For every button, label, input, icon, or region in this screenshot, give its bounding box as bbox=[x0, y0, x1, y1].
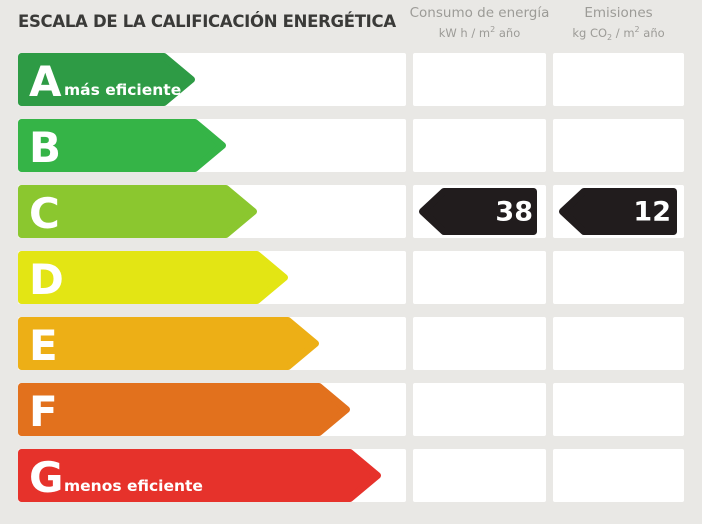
rating-letter: D bbox=[29, 255, 64, 304]
emisiones-column-label: Emisiones bbox=[584, 5, 653, 21]
rating-label: menos eficiente bbox=[64, 477, 203, 495]
rating-letter: B bbox=[29, 123, 62, 172]
rating-arrow-g bbox=[18, 449, 381, 502]
rating-letter: E bbox=[29, 321, 58, 370]
rating-row-b: B bbox=[0, 119, 702, 172]
consumo-value-box bbox=[413, 119, 546, 172]
rating-label: más eficiente bbox=[64, 81, 182, 99]
emisiones-value: 12 bbox=[633, 196, 671, 227]
consumo-column-unit: kW h / m2 año bbox=[438, 25, 521, 40]
emisiones-value-box bbox=[553, 317, 684, 370]
emisiones-value-arrow bbox=[559, 188, 677, 235]
rating-arrow-c bbox=[18, 185, 257, 238]
rating-letter: A bbox=[29, 57, 62, 106]
consumo-value-box bbox=[413, 53, 546, 106]
rating-row-a: A más eficiente bbox=[0, 53, 702, 106]
rating-arrow-b bbox=[18, 119, 226, 172]
emisiones-value-box bbox=[553, 449, 684, 502]
rating-letter: F bbox=[29, 387, 58, 436]
consumo-value-box bbox=[413, 383, 546, 436]
rating-row-f: F bbox=[0, 383, 702, 436]
consumo-value-arrow bbox=[419, 188, 537, 235]
rating-row-c: C 38 12 bbox=[0, 185, 702, 238]
consumo-column-header: Consumo de energía kW h / m2 año bbox=[403, 5, 556, 40]
rating-row-g: G menos eficiente bbox=[0, 449, 702, 502]
consumo-value-box bbox=[413, 251, 546, 304]
rating-row-e: E bbox=[0, 317, 702, 370]
consumo-value-box: 38 bbox=[413, 185, 546, 238]
consumo-value-box bbox=[413, 449, 546, 502]
rating-arrow-e bbox=[18, 317, 319, 370]
consumo-column-label: Consumo de energía bbox=[409, 5, 550, 21]
rating-arrow-a bbox=[18, 53, 195, 106]
rating-letter: C bbox=[29, 189, 60, 238]
rating-row-d: D bbox=[0, 251, 702, 304]
emisiones-value-box bbox=[553, 251, 684, 304]
emisiones-value-box bbox=[553, 383, 684, 436]
consumo-value-box bbox=[413, 317, 546, 370]
consumo-value: 38 bbox=[495, 196, 533, 227]
rating-letter: G bbox=[29, 453, 64, 502]
emisiones-value-box: 12 bbox=[553, 185, 684, 238]
emisiones-column-unit: kg CO2 / m2 año bbox=[572, 25, 665, 43]
rating-arrow-f bbox=[18, 383, 350, 436]
emisiones-column-header: Emisiones kg CO2 / m2 año bbox=[553, 5, 684, 45]
emisiones-value-box bbox=[553, 119, 684, 172]
emisiones-value-box bbox=[553, 53, 684, 106]
rating-arrow-d bbox=[18, 251, 288, 304]
page-title: ESCALA DE LA CALIFICACIÓN ENERGÉTICA bbox=[18, 12, 396, 31]
